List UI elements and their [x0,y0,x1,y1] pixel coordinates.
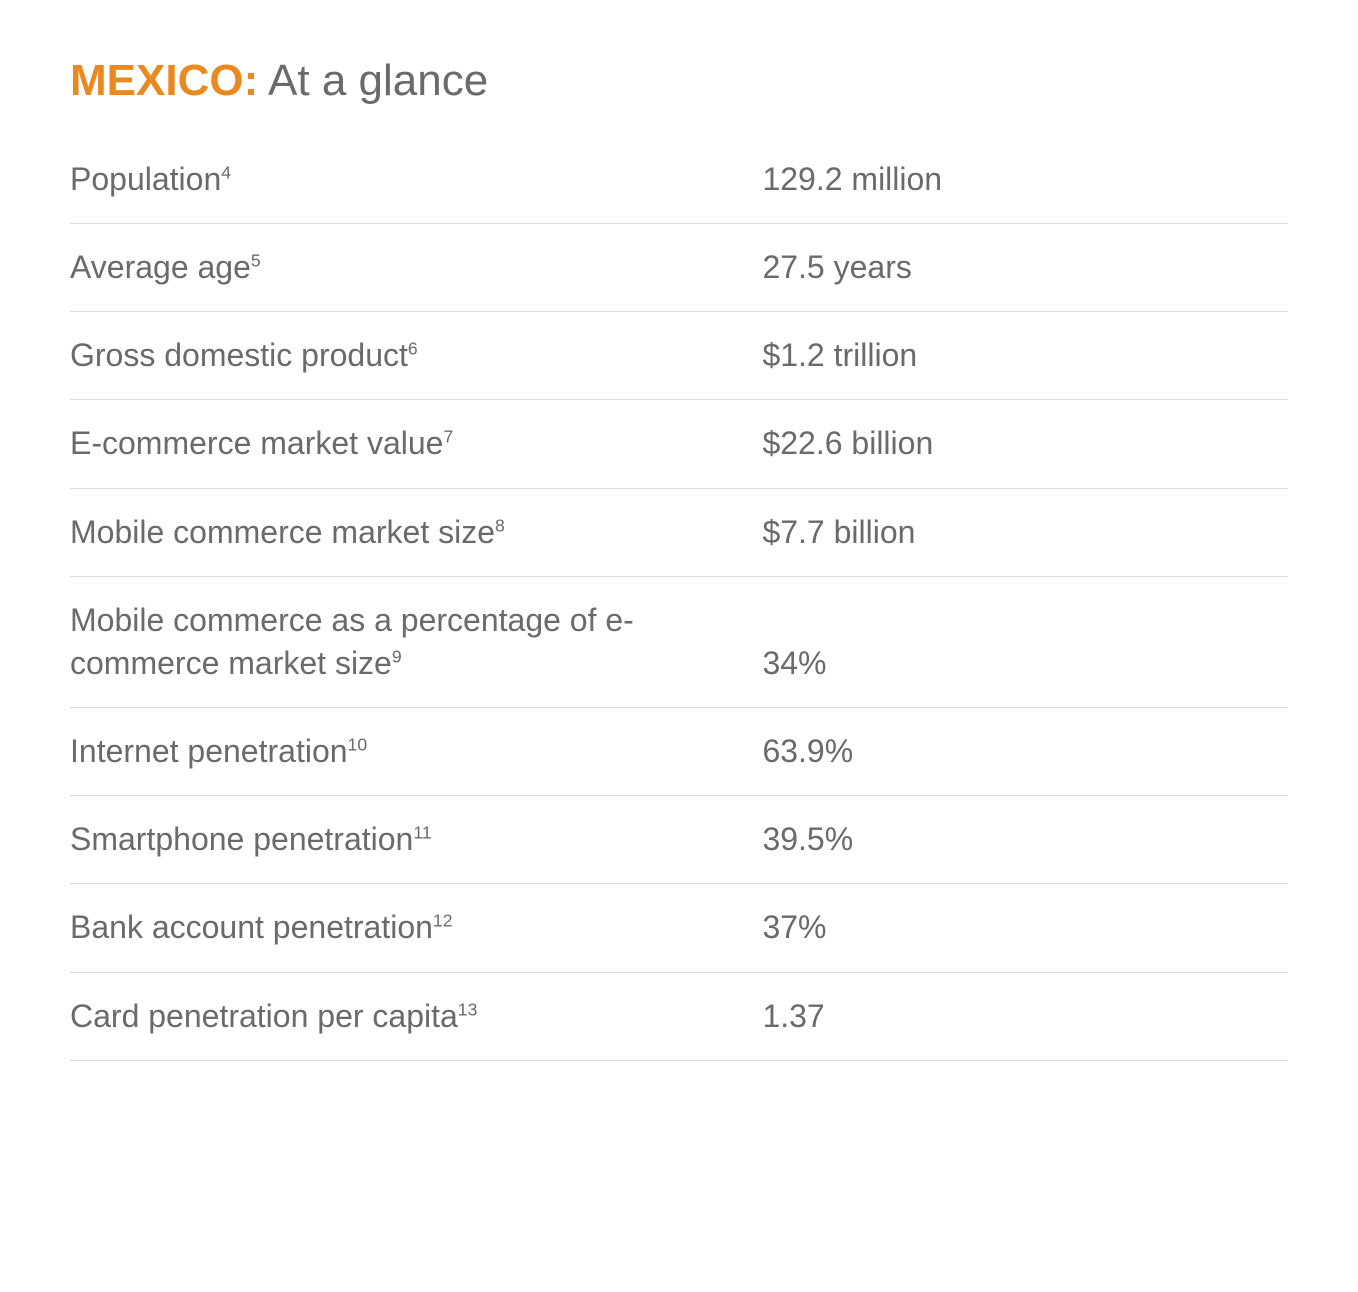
row-value: 34% [762,576,1288,707]
row-sup: 9 [392,646,402,666]
row-sup: 8 [495,515,505,535]
row-value: 37% [762,884,1288,972]
row-sup: 11 [413,823,431,843]
row-label-cell: Average age5 [70,223,762,311]
row-label: Card penetration per capita [70,998,458,1034]
row-label: E-commerce market value [70,425,443,461]
row-sup: 7 [443,427,453,447]
row-value: 129.2 million [762,136,1288,224]
table-row: Mobile commerce as a percentage of e-com… [70,576,1288,707]
row-label-cell: Bank account penetration12 [70,884,762,972]
stats-table: Population4 129.2 million Average age5 2… [70,136,1288,1061]
row-label: Population [70,161,221,197]
row-label-cell: Gross domestic product6 [70,312,762,400]
row-label-cell: E-commerce market value7 [70,400,762,488]
row-label-cell: Mobile commerce market size8 [70,488,762,576]
row-sup: 5 [251,250,261,270]
row-value: $1.2 trillion [762,312,1288,400]
table-row: Mobile commerce market size8 $7.7 billio… [70,488,1288,576]
page: MEXICO: At a glance Population4 129.2 mi… [0,0,1358,1121]
row-label-cell: Population4 [70,136,762,224]
table-row: Card penetration per capita13 1.37 [70,972,1288,1060]
row-label-cell: Card penetration per capita13 [70,972,762,1060]
row-sup: 13 [458,999,478,1019]
page-title: MEXICO: At a glance [70,55,1288,108]
row-label-cell: Internet penetration10 [70,708,762,796]
row-label: Gross domestic product [70,337,408,373]
table-row: Bank account penetration12 37% [70,884,1288,972]
row-label-cell: Smartphone penetration11 [70,796,762,884]
row-label: Mobile commerce market size [70,514,495,550]
row-value: 63.9% [762,708,1288,796]
row-label: Smartphone penetration [70,821,413,857]
title-subtitle: At a glance [268,56,488,105]
row-label: Mobile commerce as a percentage of e-com… [70,602,634,681]
row-sup: 12 [433,911,453,931]
row-label: Bank account penetration [70,909,433,945]
row-label: Internet penetration [70,733,348,769]
row-sup: 4 [221,162,231,182]
row-label-cell: Mobile commerce as a percentage of e-com… [70,576,762,707]
row-label: Average age [70,249,251,285]
row-sup: 10 [348,734,368,754]
table-row: E-commerce market value7 $22.6 billion [70,400,1288,488]
table-row: Smartphone penetration11 39.5% [70,796,1288,884]
row-value: $22.6 billion [762,400,1288,488]
row-value: 39.5% [762,796,1288,884]
title-country: MEXICO: [70,56,258,105]
row-value: $7.7 billion [762,488,1288,576]
table-row: Gross domestic product6 $1.2 trillion [70,312,1288,400]
row-sup: 6 [408,339,418,359]
table-row: Average age5 27.5 years [70,223,1288,311]
row-value: 1.37 [762,972,1288,1060]
table-row: Internet penetration10 63.9% [70,708,1288,796]
table-row: Population4 129.2 million [70,136,1288,224]
row-value: 27.5 years [762,223,1288,311]
